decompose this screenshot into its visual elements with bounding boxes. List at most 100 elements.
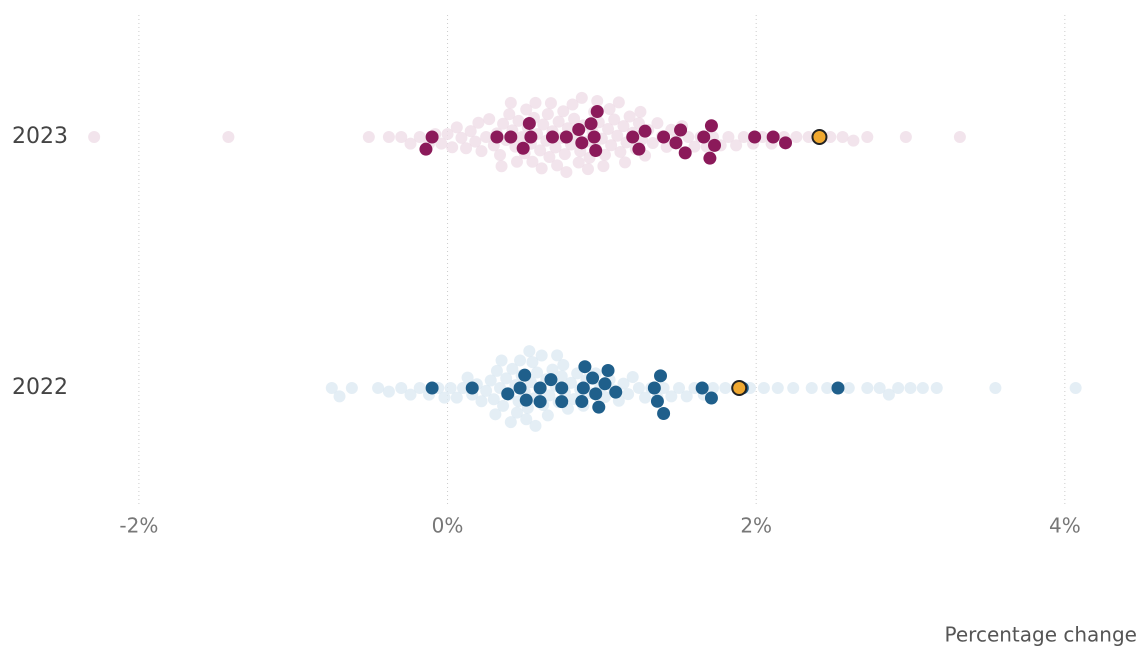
dot bbox=[551, 349, 564, 362]
dot bbox=[523, 345, 536, 358]
dot bbox=[719, 382, 732, 394]
dot bbox=[602, 123, 615, 136]
dot bbox=[526, 356, 539, 369]
dot bbox=[904, 382, 917, 394]
dot bbox=[535, 349, 548, 362]
dot bbox=[578, 360, 592, 374]
dot bbox=[565, 376, 577, 389]
dot bbox=[522, 116, 536, 130]
dot bbox=[555, 381, 569, 395]
dot bbox=[611, 129, 624, 142]
dot bbox=[704, 391, 718, 405]
dot bbox=[465, 381, 479, 395]
dot bbox=[603, 103, 616, 116]
dot bbox=[513, 381, 527, 395]
row-label: 2023 bbox=[12, 124, 68, 149]
dot bbox=[372, 382, 385, 394]
dot bbox=[490, 130, 504, 144]
dot bbox=[626, 371, 639, 384]
dot bbox=[811, 129, 828, 145]
dot bbox=[766, 130, 780, 144]
dot bbox=[617, 377, 630, 390]
dot bbox=[382, 131, 395, 143]
dot bbox=[601, 363, 615, 377]
dot bbox=[930, 382, 943, 394]
dot bbox=[697, 130, 711, 144]
dot bbox=[450, 121, 463, 134]
dot bbox=[651, 117, 664, 130]
dot bbox=[805, 382, 818, 394]
dot bbox=[559, 130, 573, 144]
dot bbox=[614, 145, 627, 158]
dot bbox=[526, 155, 539, 168]
dot bbox=[703, 151, 717, 165]
dot bbox=[549, 141, 562, 154]
dot bbox=[500, 372, 513, 385]
dot bbox=[345, 382, 358, 394]
dot bbox=[706, 382, 719, 394]
dot bbox=[555, 395, 569, 409]
dot bbox=[619, 156, 632, 169]
dot bbox=[989, 382, 1002, 394]
dot bbox=[617, 120, 630, 133]
dot bbox=[456, 382, 469, 394]
dot bbox=[222, 131, 235, 143]
dot bbox=[475, 145, 488, 158]
dot bbox=[575, 136, 589, 150]
dot bbox=[490, 364, 503, 377]
dot bbox=[873, 382, 886, 394]
dot bbox=[680, 390, 693, 403]
dot bbox=[472, 116, 485, 129]
dot bbox=[802, 131, 815, 143]
dot bbox=[531, 366, 544, 379]
dot bbox=[916, 382, 929, 394]
dot bbox=[899, 131, 912, 143]
dot bbox=[480, 131, 493, 143]
dot bbox=[518, 368, 532, 382]
dot bbox=[748, 130, 762, 144]
dot bbox=[543, 151, 556, 164]
dot bbox=[657, 382, 670, 394]
dot bbox=[494, 148, 507, 161]
dot bbox=[504, 130, 518, 144]
dot bbox=[362, 131, 375, 143]
dot bbox=[598, 377, 612, 391]
dot bbox=[333, 390, 346, 403]
dot bbox=[555, 370, 568, 383]
dot bbox=[484, 374, 497, 387]
dot bbox=[520, 103, 533, 116]
dot bbox=[587, 130, 601, 144]
dot bbox=[461, 371, 474, 384]
dot bbox=[576, 381, 590, 395]
dot bbox=[425, 130, 439, 144]
dot bbox=[632, 382, 645, 394]
dot bbox=[425, 381, 439, 395]
dot bbox=[537, 118, 550, 131]
dot bbox=[413, 382, 426, 394]
dot bbox=[831, 381, 845, 395]
dot bbox=[638, 124, 652, 138]
dot bbox=[688, 140, 701, 153]
dot bbox=[516, 141, 530, 155]
dot bbox=[566, 98, 579, 111]
x-axis-label: Percentage change bbox=[945, 623, 1137, 647]
dot bbox=[646, 137, 659, 150]
dot bbox=[836, 131, 849, 143]
dot bbox=[460, 142, 473, 155]
dot bbox=[475, 395, 488, 408]
dot bbox=[669, 136, 683, 150]
dot bbox=[821, 382, 834, 394]
x-tick-label: 2% bbox=[740, 514, 772, 538]
dot bbox=[489, 408, 502, 421]
dot bbox=[779, 136, 793, 150]
dot bbox=[581, 163, 594, 176]
dot bbox=[622, 388, 635, 401]
dot bbox=[678, 146, 692, 160]
dot bbox=[626, 130, 640, 144]
dot bbox=[441, 128, 454, 141]
dot bbox=[480, 384, 493, 397]
dot bbox=[450, 391, 463, 404]
dot bbox=[589, 387, 603, 401]
dot bbox=[455, 131, 468, 144]
